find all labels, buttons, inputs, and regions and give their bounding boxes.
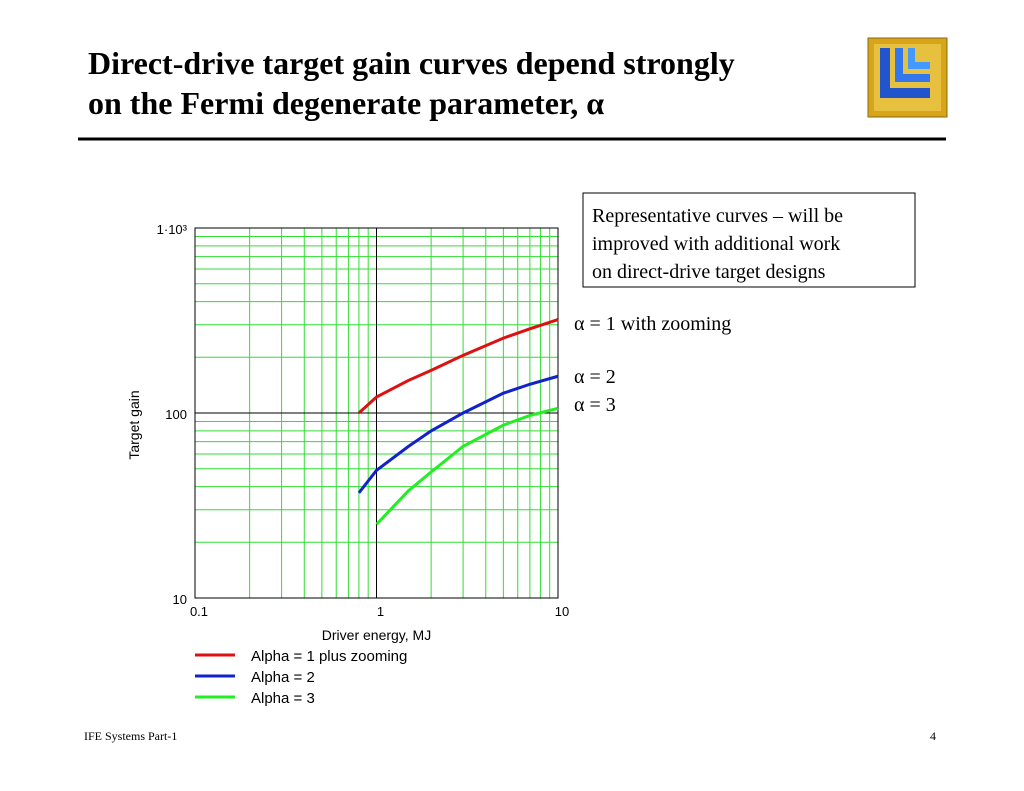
series-line xyxy=(357,318,559,415)
y-axis-label: Target gain xyxy=(126,390,142,459)
curve-annotation: α = 3 xyxy=(574,394,616,416)
legend-label: Alpha = 3 xyxy=(251,690,315,707)
note-line: on direct-drive target designs xyxy=(592,261,826,283)
y-tick-label: 10 xyxy=(173,592,187,607)
x-tick-label: 0.1 xyxy=(190,604,208,619)
title-line: Direct-drive target gain curves depend s… xyxy=(88,45,735,81)
curve-annotation: α = 1 with zooming xyxy=(574,313,731,335)
x-tick-label: 10 xyxy=(555,604,569,619)
footer-left: IFE Systems Part-1 xyxy=(84,729,177,743)
x-axis-label: Driver energy, MJ xyxy=(322,627,431,643)
y-tick-label: 1·10³ xyxy=(157,222,188,237)
note-box xyxy=(582,192,916,288)
series-line xyxy=(375,406,559,526)
plot-frame xyxy=(194,227,559,599)
note-line: improved with additional work xyxy=(592,233,840,255)
legend-label: Alpha = 1 plus zooming xyxy=(251,648,407,665)
x-tick-label: 1 xyxy=(377,604,384,619)
page-number: 4 xyxy=(930,729,936,743)
logo xyxy=(867,37,948,118)
curve-annotation: α = 2 xyxy=(574,366,616,388)
legend-label: Alpha = 2 xyxy=(251,669,315,686)
title-line: on the Fermi degenerate parameter, α xyxy=(88,85,604,121)
y-tick-label: 100 xyxy=(165,407,187,422)
series-line xyxy=(357,374,559,494)
note-line: Representative curves – will be xyxy=(592,205,843,227)
